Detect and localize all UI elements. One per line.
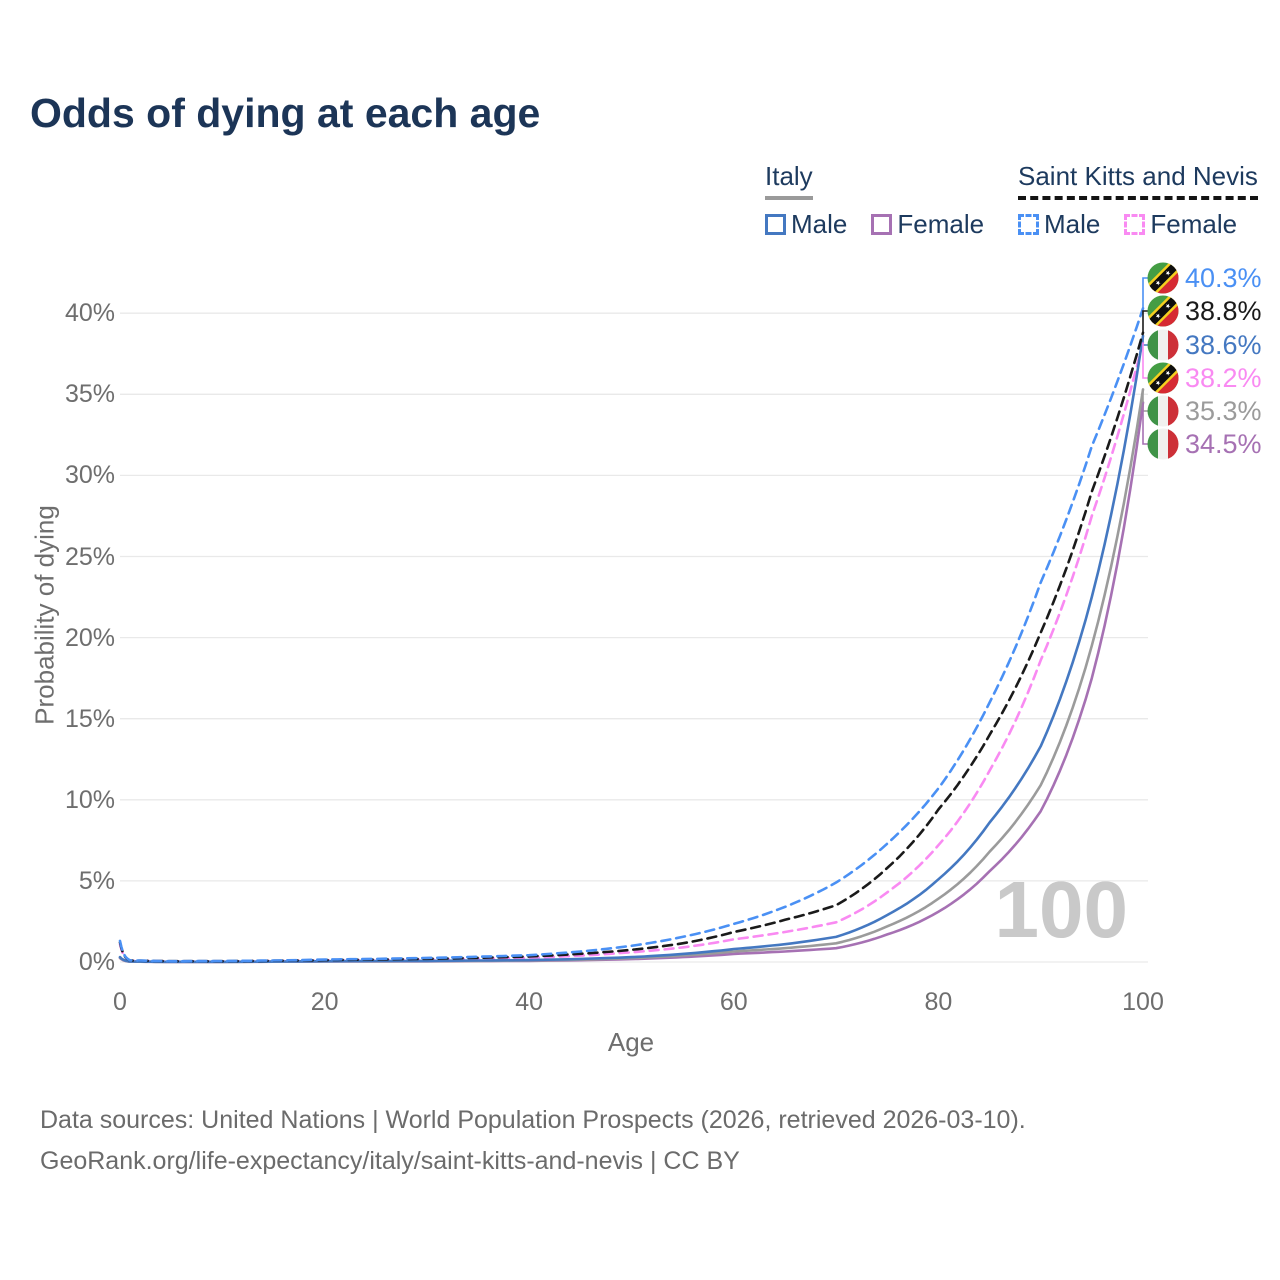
y-tick-20: 20%: [64, 623, 115, 652]
legend-header-saint-kitts-and-nevis[interactable]: Saint Kitts and Nevis: [1018, 163, 1258, 200]
y-axis-title: Probability of dying: [29, 505, 60, 725]
footer-link[interactable]: GeoRank.org/life-expectancy/italy/saint-…: [40, 1147, 740, 1175]
end-label-value: 35.3%: [1185, 395, 1262, 426]
series-line-skn-male: [118, 307, 1145, 963]
footer-sources: Data sources: United Nations | World Pop…: [40, 1106, 1026, 1134]
end-label-skn-both: 38.8%: [1147, 295, 1262, 327]
end-label-italy-both: 35.3%: [1147, 395, 1262, 427]
end-label-value: 38.8%: [1185, 295, 1262, 326]
end-label-italy-female: 34.5%: [1147, 428, 1262, 460]
end-label-italy-male: 38.6%: [1147, 329, 1262, 361]
end-label-value: 38.6%: [1185, 329, 1262, 360]
legend-item-label: Male: [1044, 209, 1101, 239]
series-line-italy-male: [118, 334, 1145, 964]
legend-item-italy-female[interactable]: Female: [871, 211, 984, 237]
italy-male-swatch: [765, 213, 786, 235]
y-tick-40: 40%: [64, 299, 115, 328]
y-tick-5: 5%: [78, 866, 115, 895]
italy-flag-icon: [1147, 329, 1179, 361]
legend-item-italy-male[interactable]: Male: [765, 211, 847, 237]
x-tick-100: 100: [1122, 988, 1164, 1016]
legend-item-label: Male: [791, 209, 848, 239]
x-tick-80: 80: [924, 988, 953, 1016]
legend-group-saint-kitts-and-nevis: Saint Kitts and Nevis Male Female: [1018, 163, 1258, 237]
end-label-value: 38.2%: [1185, 362, 1262, 393]
y-tick-25: 25%: [64, 542, 115, 571]
series-line-skn-both: [118, 331, 1145, 963]
legend-item-label: Female: [1150, 209, 1238, 239]
age-watermark: 100: [994, 865, 1128, 954]
y-tick-0: 0%: [78, 948, 115, 976]
series-line-italy-female: [118, 401, 1145, 964]
italy-flag-icon: [1147, 395, 1179, 427]
y-tick-15: 15%: [64, 704, 115, 733]
legend-item-skn-female[interactable]: Female: [1124, 211, 1237, 237]
series-line-italy-both: [118, 388, 1145, 964]
end-label-value: 40.3%: [1185, 262, 1262, 293]
x-axis-title: Age: [607, 1027, 655, 1057]
x-tick-60: 60: [719, 988, 748, 1016]
end-label-value: 34.5%: [1185, 428, 1262, 459]
series-line-skn-female: [118, 341, 1145, 963]
page-title: Odds of dying at each age: [30, 90, 541, 136]
end-label-skn-female: 38.2%: [1147, 362, 1262, 394]
legend-item-skn-male[interactable]: Male: [1018, 211, 1100, 237]
saint-kitts-and-nevis-flag-icon: [1147, 262, 1179, 294]
y-tick-35: 35%: [64, 380, 115, 409]
legend-item-label: Female: [897, 209, 985, 239]
x-tick-20: 20: [310, 988, 339, 1016]
y-tick-10: 10%: [64, 785, 115, 814]
y-tick-30: 30%: [64, 461, 115, 490]
italy-female-swatch: [871, 213, 893, 235]
x-tick-40: 40: [515, 988, 544, 1016]
x-tick-0: 0: [113, 988, 127, 1016]
legend-group-italy: Italy Male Female: [765, 163, 984, 237]
skn-male-swatch: [1018, 213, 1039, 235]
skn-female-swatch: [1124, 213, 1146, 235]
italy-flag-icon: [1147, 428, 1179, 460]
saint-kitts-and-nevis-flag-icon: [1147, 295, 1179, 327]
saint-kitts-and-nevis-flag-icon: [1147, 362, 1179, 394]
end-label-skn-male: 40.3%: [1147, 262, 1262, 294]
legend-header-italy[interactable]: Italy: [765, 163, 813, 200]
